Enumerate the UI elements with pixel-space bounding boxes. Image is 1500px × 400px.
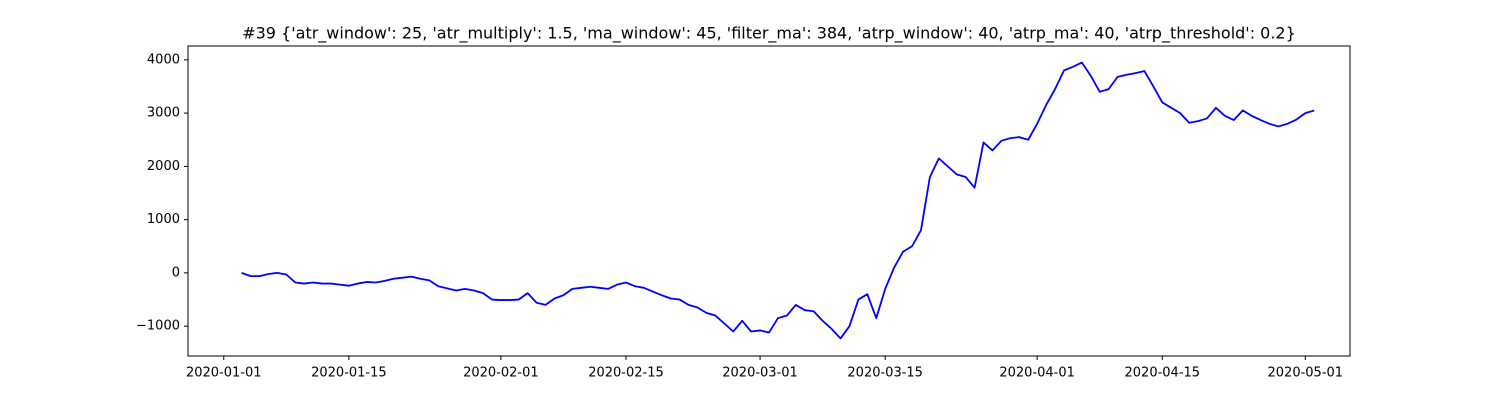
x-tick-label: 2020-03-01	[722, 366, 798, 381]
x-tick-label: 2020-04-15	[1125, 366, 1201, 381]
y-tick-label: 4000	[147, 52, 180, 67]
y-tick-label: 2000	[147, 159, 180, 174]
x-tick-label: 2020-04-01	[999, 366, 1075, 381]
y-tick-label: 0	[172, 265, 180, 280]
chart-title: #39 {'atr_window': 25, 'atr_multiply': 1…	[242, 24, 1296, 44]
data-line	[241, 61, 1315, 340]
plot-frame	[187, 45, 1351, 357]
x-tick-label: 2020-02-15	[588, 366, 664, 381]
x-tick-label: 2020-01-15	[311, 366, 387, 381]
y-tick-label: −1000	[136, 319, 180, 334]
x-tick-label: 2020-03-15	[847, 366, 923, 381]
y-tick-label: 1000	[147, 212, 180, 227]
x-tick-label: 2020-02-01	[463, 366, 539, 381]
y-tick-label: 3000	[147, 106, 180, 121]
x-tick-label: 2020-01-01	[186, 366, 262, 381]
x-tick-label: 2020-05-01	[1268, 366, 1344, 381]
